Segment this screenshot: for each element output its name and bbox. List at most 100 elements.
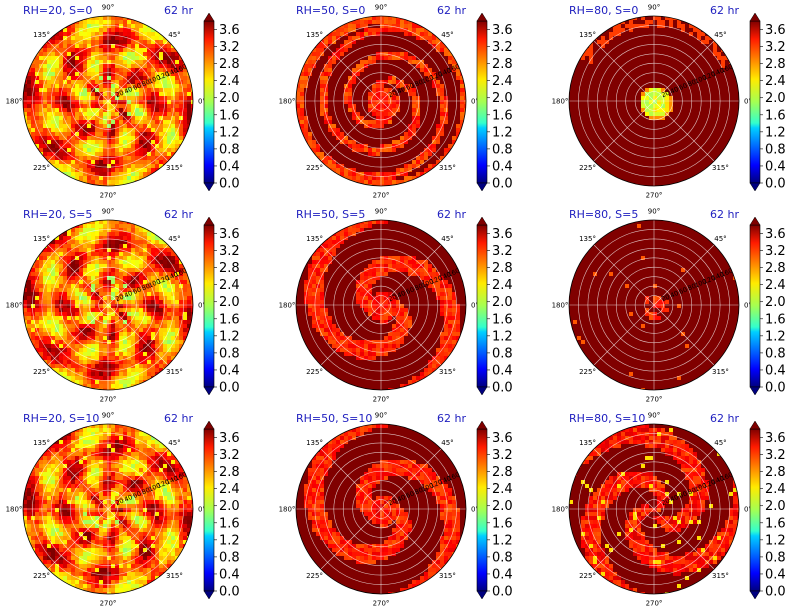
heatmap-cell: [59, 36, 64, 41]
heatmap-cell: [360, 24, 365, 29]
heatmap-cell: [139, 120, 144, 125]
heatmap-cell: [91, 20, 96, 25]
heatmap-cell: [139, 76, 144, 81]
heatmap-cell: [27, 104, 32, 109]
heatmap-cell: [388, 136, 393, 141]
heatmap-cell: [63, 132, 68, 137]
heatmap-cell: [649, 36, 654, 41]
heatmap-cell: [364, 52, 369, 57]
heatmap-cell: [645, 108, 650, 113]
heatmap-cell: [617, 48, 622, 53]
heatmap-cell: [368, 156, 373, 161]
heatmap-cell: [412, 56, 417, 61]
heatmap-cell: [356, 144, 361, 149]
colorbar-tick-label: 1.2: [219, 125, 240, 140]
heatmap-cell: [380, 132, 385, 137]
heatmap-cell: [296, 104, 301, 109]
heatmap-cell: [87, 132, 92, 137]
heatmap-cell: [464, 108, 466, 113]
heatmap-cell: [103, 92, 108, 97]
heatmap-cell: [432, 124, 437, 129]
heatmap-cell: [593, 116, 598, 121]
heatmap-cell: [717, 64, 722, 69]
heatmap-cell: [139, 92, 144, 97]
heatmap-cell: [171, 64, 176, 69]
heatmap-cell: [75, 112, 80, 117]
heatmap-cell: [424, 68, 429, 73]
heatmap-cell: [139, 104, 144, 109]
heatmap-cell: [396, 108, 401, 113]
heatmap-cell: [713, 104, 718, 109]
heatmap-cell: [139, 36, 144, 41]
heatmap-cell: [685, 60, 690, 65]
heatmap-cell: [613, 108, 618, 113]
heatmap-cell: [452, 84, 457, 89]
heatmap-cell: [432, 48, 437, 53]
heatmap-cell: [432, 28, 437, 33]
heatmap-cell: [585, 100, 590, 105]
heatmap-cell: [155, 132, 160, 137]
heatmap-cell: [308, 144, 313, 149]
heatmap-cell: [163, 60, 168, 65]
heatmap-cell: [332, 112, 337, 117]
heatmap-cell: [657, 56, 662, 61]
heatmap-cell: [428, 88, 433, 93]
heatmap-cell: [51, 52, 56, 57]
heatmap-cell: [452, 76, 457, 81]
heatmap-cell: [356, 56, 361, 61]
heatmap-cell: [344, 108, 349, 113]
heatmap-cell: [39, 140, 44, 145]
heatmap-cell: [23, 116, 28, 121]
heatmap-cell: [83, 72, 88, 77]
heatmap-cell: [693, 160, 698, 165]
heatmap-cell: [412, 160, 417, 165]
heatmap-cell: [51, 168, 56, 173]
heatmap-cell: [661, 136, 666, 141]
angular-gridline: [593, 100, 655, 162]
heatmap-cell: [312, 52, 317, 57]
heatmap-cell: [111, 244, 116, 249]
heatmap-cell: [47, 148, 52, 153]
heatmap-cell: [328, 84, 333, 89]
heatmap-cell: [428, 84, 433, 89]
heatmap-cell: [316, 64, 321, 69]
heatmap-cell: [713, 52, 718, 57]
heatmap-cell: [155, 240, 160, 245]
heatmap-cell: [376, 164, 381, 169]
heatmap-cell: [179, 48, 184, 53]
heatmap-cell: [131, 72, 136, 77]
heatmap-cell: [47, 128, 52, 133]
heatmap-cell: [107, 60, 112, 65]
heatmap-cell: [412, 184, 417, 186]
heatmap-cell: [573, 112, 578, 117]
heatmap-cell: [356, 100, 361, 105]
heatmap-cell: [653, 64, 658, 69]
heatmap-cell: [364, 172, 369, 177]
heatmap-cell: [701, 144, 706, 149]
heatmap-cell: [300, 88, 305, 93]
heatmap-cell: [91, 120, 96, 125]
heatmap-cell: [701, 88, 706, 93]
heatmap-cell: [388, 112, 393, 117]
heatmap-cell: [320, 124, 325, 129]
heatmap-cell: [717, 140, 722, 145]
heatmap-cell: [380, 168, 385, 173]
heatmap-cell: [316, 108, 321, 113]
heatmap-cell: [428, 124, 433, 129]
heatmap-cell: [673, 60, 678, 65]
heatmap-cell: [159, 92, 164, 97]
heatmap-cell: [380, 76, 385, 81]
heatmap-cell: [677, 80, 682, 85]
heatmap-cell: [356, 124, 361, 129]
heatmap-cell: [681, 168, 686, 173]
heatmap-cell: [83, 184, 88, 186]
heatmap-cell: [613, 36, 618, 41]
heatmap-cell: [43, 104, 48, 109]
heatmap-cell: [436, 152, 441, 157]
radial-tick-label: 80: [413, 78, 424, 89]
heatmap-cell: [179, 112, 184, 117]
heatmap-cell: [356, 32, 361, 37]
heatmap-cell: [681, 176, 686, 181]
heatmap-cell: [344, 28, 349, 33]
heatmap-cell: [135, 20, 140, 25]
